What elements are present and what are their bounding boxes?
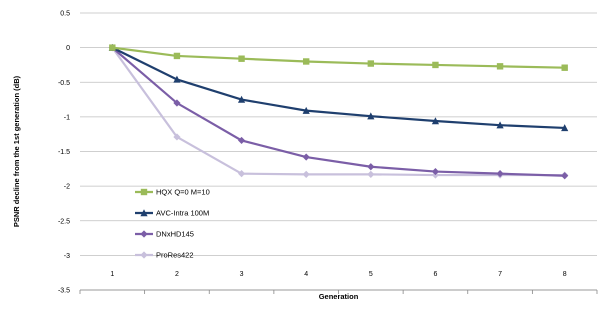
data-point bbox=[561, 64, 568, 71]
legend: HQX Q=0 M=10 AVC-Intra 100M DNxHD145 ProRes… bbox=[135, 188, 210, 260]
x-tick-label: 6 bbox=[433, 271, 437, 278]
legend-label: HQX Q=0 M=10 bbox=[156, 188, 210, 197]
legend-marker bbox=[140, 209, 148, 217]
y-axis-ticks: 0.5 0 -0.5 -1 -1.5 -2 -2.5 -3 -3.5 bbox=[58, 11, 70, 295]
y-axis-title: PSNR decline from the 1st generation (dB… bbox=[12, 75, 21, 227]
y-tick-label: -1 bbox=[64, 114, 70, 121]
data-point bbox=[367, 112, 375, 120]
data-point bbox=[431, 117, 440, 125]
legend-item: ProRes422 bbox=[135, 251, 194, 260]
legend-label: DNxHD145 bbox=[156, 230, 194, 239]
y-tick-label: 0 bbox=[66, 45, 70, 52]
series-line bbox=[112, 46, 565, 69]
data-point bbox=[173, 75, 181, 83]
data-point bbox=[173, 133, 181, 141]
legend-label: ProRes422 bbox=[156, 251, 194, 260]
legend-label: AVC-Intra 100M bbox=[156, 209, 209, 218]
data-point bbox=[561, 172, 569, 180]
x-tick-label: 1 bbox=[110, 271, 114, 278]
data-point bbox=[238, 55, 245, 62]
y-tick-label: 0.5 bbox=[60, 11, 70, 18]
data-point bbox=[173, 52, 181, 60]
y-tick-label: -2.5 bbox=[58, 218, 70, 225]
data-point bbox=[496, 121, 504, 129]
series-3 bbox=[108, 44, 569, 180]
data-point bbox=[431, 167, 440, 176]
x-tick-label: 4 bbox=[304, 271, 308, 278]
data-point bbox=[109, 44, 116, 51]
data-point bbox=[302, 106, 310, 114]
x-axis-title: Generation bbox=[319, 292, 359, 301]
legend-marker bbox=[140, 188, 148, 196]
data-point bbox=[173, 99, 181, 107]
data-point bbox=[237, 95, 246, 103]
data-point bbox=[367, 170, 375, 178]
series-line bbox=[111, 46, 565, 177]
legend-item: AVC-Intra 100M bbox=[135, 209, 209, 218]
data-point bbox=[432, 61, 439, 69]
y-tick-label: -0.5 bbox=[58, 80, 70, 87]
data-point bbox=[367, 163, 375, 171]
legend-marker bbox=[140, 230, 148, 238]
data-point bbox=[367, 60, 375, 67]
y-tick-label: -3.5 bbox=[58, 288, 70, 295]
series-line bbox=[111, 46, 565, 130]
x-axis-ticks: 1 2 3 4 5 6 7 8 bbox=[79, 271, 598, 294]
x-tick-label: 2 bbox=[175, 271, 179, 278]
data-point bbox=[302, 153, 310, 161]
x-tick-label: 3 bbox=[240, 271, 244, 278]
series-1 bbox=[109, 44, 568, 71]
data-point bbox=[496, 63, 504, 70]
legend-item: HQX Q=0 M=10 bbox=[135, 188, 210, 197]
series-group bbox=[108, 43, 569, 180]
y-tick-label: -3 bbox=[64, 253, 70, 260]
data-point bbox=[237, 136, 246, 145]
y-tick-label: -2 bbox=[64, 184, 70, 191]
x-tick-label: 8 bbox=[563, 271, 567, 278]
data-point bbox=[561, 124, 569, 132]
data-point bbox=[302, 58, 310, 65]
y-tick-label: -1.5 bbox=[58, 149, 70, 156]
series-line bbox=[111, 46, 565, 177]
legend-marker bbox=[140, 251, 148, 259]
legend-item: DNxHD145 bbox=[135, 230, 194, 239]
data-point bbox=[302, 170, 310, 178]
data-point bbox=[237, 170, 246, 178]
x-tick-label: 5 bbox=[369, 271, 373, 278]
data-point bbox=[496, 170, 504, 178]
x-tick-label: 7 bbox=[498, 271, 502, 278]
